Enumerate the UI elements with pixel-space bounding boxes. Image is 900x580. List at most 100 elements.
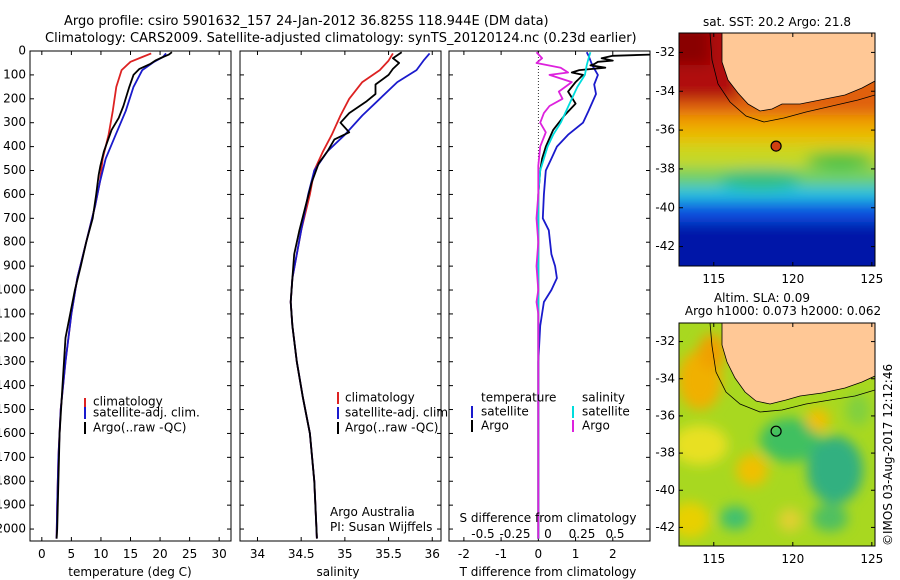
s-tick: -0.5 xyxy=(471,527,494,541)
sla-map-frame xyxy=(678,322,876,547)
depth-tick-label: 1200 xyxy=(0,330,26,344)
x-tick-label: 34.5 xyxy=(288,547,315,561)
s-tick: -0.25 xyxy=(499,527,530,541)
series-line-s-argo xyxy=(535,51,573,539)
sla-field xyxy=(679,323,875,546)
longitude-tick-label: 115 xyxy=(702,272,725,286)
depth-tick-label: 1000 xyxy=(0,283,26,297)
x-tick-label: -1 xyxy=(495,547,507,561)
latitude-tick-label: -32 xyxy=(655,45,675,59)
sst-map-title: sat. SST: 20.2 Argo: 21.8 xyxy=(703,15,851,29)
depth-tick-label: 300 xyxy=(3,115,26,129)
temperature-xlabel: temperature (deg C) xyxy=(68,565,191,579)
longitude-tick-label: 125 xyxy=(860,552,883,566)
x-tick-label: 25 xyxy=(182,547,197,561)
latitude-tick-label: -36 xyxy=(655,123,675,137)
depth-tick-label: 800 xyxy=(3,235,26,249)
legend-argo: Argo(..raw -QC) xyxy=(345,421,438,435)
depth-tick-label: 1900 xyxy=(0,498,26,512)
depth-tick-label: 0 xyxy=(18,44,26,58)
depth-tick-label: 400 xyxy=(3,139,26,153)
s-difference-label: S difference from climatology xyxy=(460,511,637,525)
longitude-tick-label: 115 xyxy=(702,552,725,566)
x-tick-label: 2 xyxy=(609,547,617,561)
sla-map-title-2: Argo h1000: 0.073 h2000: 0.062 xyxy=(685,304,881,318)
latitude-tick-label: -34 xyxy=(655,84,675,98)
x-tick-label: 35 xyxy=(337,547,352,561)
salinity-axes-frame xyxy=(239,50,442,542)
legend-satellite-adj: satellite-adj. clim. xyxy=(93,406,200,420)
land-mass xyxy=(721,323,875,405)
depth-tick-label: 1300 xyxy=(0,354,26,368)
sst-map: sat. SST: 20.2 Argo: 21.8 115 120 125 -32 -3… xyxy=(655,15,883,286)
x-tick-label: -2 xyxy=(458,547,470,561)
depth-tick-label: 1800 xyxy=(0,474,26,488)
depth-tick-label: 1500 xyxy=(0,402,26,416)
sla-map: Altim. SLA: 0.09 Argo h1000: 0.073 h2000… xyxy=(655,291,895,566)
series-line-argo-raw-qc- xyxy=(55,51,173,539)
legend-salinity-title: salinity xyxy=(582,391,625,405)
x-tick-label: 0 xyxy=(38,547,46,561)
difference-top-ticks: -0.5 -0.25 0 0.25 0.5 xyxy=(471,527,624,541)
latitude-tick-label: -38 xyxy=(655,161,675,175)
x-tick-label: 1 xyxy=(572,547,580,561)
depth-tick-label: 500 xyxy=(3,163,26,177)
legend-temperature-title: temperature xyxy=(481,391,556,405)
depth-tick-label: 900 xyxy=(3,259,26,273)
x-tick-label: 35.5 xyxy=(375,547,402,561)
latitude-tick-label: -38 xyxy=(655,446,675,460)
argo-location-marker xyxy=(770,140,782,152)
legend-climatology: climatology xyxy=(93,395,163,409)
depth-tick-label: 200 xyxy=(3,91,26,105)
depth-tick-label: 700 xyxy=(3,211,26,225)
land-mass xyxy=(721,33,875,112)
depth-tick-label: 1600 xyxy=(0,426,26,440)
difference-panel: -2 -1 0 1 2 S difference from climatology -0… xyxy=(448,50,651,579)
depth-tick-label: 600 xyxy=(3,187,26,201)
argo-location-marker xyxy=(770,425,782,437)
depth-tick-label: 100 xyxy=(3,67,26,81)
x-tick-label: 36 xyxy=(425,547,440,561)
legend-argo: Argo(..raw -QC) xyxy=(93,421,186,435)
difference-legend: temperature satellite Argo salinity sate… xyxy=(471,391,630,433)
x-tick-label: 10 xyxy=(93,547,108,561)
legend-satellite-adj: satellite-adj. clim. xyxy=(345,406,452,420)
header-line1: Argo profile: csiro 5901632_157 24-Jan-2… xyxy=(64,14,549,29)
depth-tick-label: 2000 xyxy=(0,522,26,536)
sst-map-frame xyxy=(678,32,876,267)
latitude-tick-label: -42 xyxy=(655,520,675,534)
t-difference-label: T difference from climatology xyxy=(459,565,637,579)
s-tick: 0.5 xyxy=(605,527,624,541)
x-tick-label: 34 xyxy=(250,547,265,561)
latitude-tick-label: -42 xyxy=(655,239,675,253)
header-line2: Climatology: CARS2009. Satellite-adjuste… xyxy=(45,31,637,46)
sst-field xyxy=(679,33,875,266)
latitude-tick-label: -40 xyxy=(655,200,675,214)
latitude-tick-label: -40 xyxy=(655,483,675,497)
x-tick-label: 0 xyxy=(535,547,543,561)
series-line-t-satellite xyxy=(537,51,599,539)
x-tick-label: 15 xyxy=(123,547,138,561)
difference-axes-frame xyxy=(448,50,651,542)
s-tick: 0.25 xyxy=(569,527,596,541)
pi-annotation: PI: Susan Wijffels xyxy=(330,520,432,534)
latitude-tick-label: -32 xyxy=(655,334,675,348)
depth-tick-label: 1400 xyxy=(0,378,26,392)
latitude-tick-label: -36 xyxy=(655,408,675,422)
temperature-axes-frame xyxy=(29,50,232,542)
depth-tick-label: 1700 xyxy=(0,450,26,464)
legend-s-satellite: satellite xyxy=(582,405,630,419)
series-line-t-argo xyxy=(537,53,651,539)
longitude-tick-label: 125 xyxy=(860,272,883,286)
isobath-contour xyxy=(709,33,875,123)
isobath-contour xyxy=(709,323,875,413)
sla-map-title-1: Altim. SLA: 0.09 xyxy=(714,291,810,305)
temperature-legend: climatology satellite-adj. clim. Argo(..… xyxy=(84,395,200,435)
legend-t-satellite: satellite xyxy=(481,405,529,419)
series-line-s-satellite xyxy=(537,51,592,539)
x-tick-label: 20 xyxy=(152,547,167,561)
salinity-legend: climatology satellite-adj. clim. Argo(..… xyxy=(337,391,452,435)
x-tick-label: 30 xyxy=(212,547,227,561)
legend-t-argo: Argo xyxy=(481,419,509,433)
